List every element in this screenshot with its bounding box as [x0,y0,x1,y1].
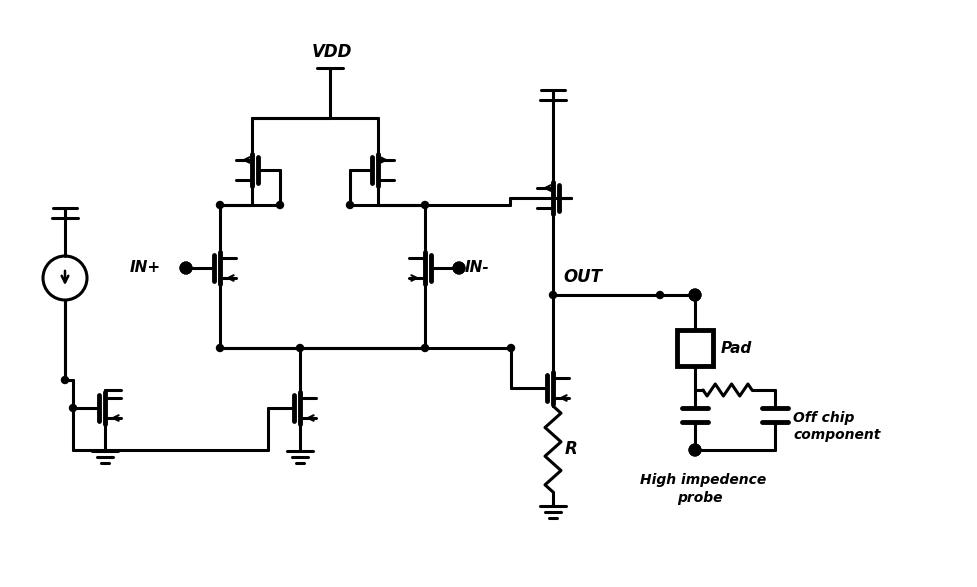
Text: IN+: IN+ [130,259,161,275]
Text: High impedence: High impedence [640,473,766,487]
Circle shape [347,201,354,208]
Circle shape [217,345,224,352]
Text: OUT: OUT [563,268,602,286]
Text: Pad: Pad [721,340,752,356]
Circle shape [217,201,224,208]
Circle shape [181,263,191,273]
Circle shape [454,263,464,273]
Circle shape [69,404,76,411]
Circle shape [62,376,68,383]
Circle shape [421,345,429,352]
Circle shape [421,201,429,208]
Circle shape [690,290,700,300]
Circle shape [507,345,515,352]
Circle shape [276,201,283,208]
Circle shape [296,345,304,352]
Circle shape [690,445,700,455]
Bar [677,330,713,366]
Text: Off chip: Off chip [793,411,854,425]
Text: component: component [793,428,880,442]
Circle shape [657,292,663,299]
Circle shape [549,292,557,299]
Text: VDD: VDD [312,43,353,61]
Text: probe: probe [677,491,723,505]
Text: R: R [565,440,577,458]
Text: IN-: IN- [465,259,489,275]
